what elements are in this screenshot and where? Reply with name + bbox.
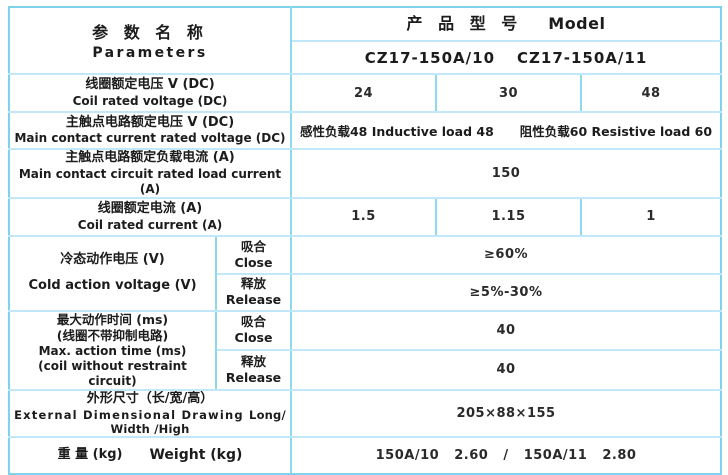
close-label-en: Close: [234, 254, 273, 270]
load-current-label-en: Main contact circuit rated load current …: [18, 166, 282, 196]
coil-voltage-value-1: 24: [290, 73, 437, 113]
coil-voltage-label-zh: 线圈额定电压 V (DC): [85, 77, 215, 93]
release-label-zh: 释放: [240, 353, 266, 369]
header-row-titles: 参 数 名 称 Parameters 产 品 型 号 Model: [8, 6, 723, 75]
weight-label-en: Weight (kg): [149, 447, 243, 464]
spec-sheet: 参 数 名 称 Parameters 产 品 型 号 Model CZ17-150…: [8, 6, 723, 475]
row-load-current: 主触点电路额定负载电流 (A) Main contact circuit rat…: [8, 148, 723, 199]
load-current-label-cell: 主触点电路额定负载电流 (A) Main contact circuit rat…: [8, 148, 292, 199]
release-label-en: Release: [225, 369, 282, 385]
cold-action-release-cell: 释放 Release: [215, 272, 292, 312]
resistive-load-value: 阻性负载60 Resistive load 60: [519, 124, 713, 139]
max-time-label-zh1: 最大动作时间 (ms): [56, 311, 169, 327]
max-time-label-zh2: (线圈不带抑制电路): [56, 328, 169, 344]
cold-action-close-value: ≥60%: [289, 234, 723, 275]
max-time-label-en2: (coil without restraint circuit): [38, 359, 187, 389]
cold-action-label-zh: 冷态动作电压 (V): [60, 252, 165, 268]
coil-voltage-value-2: 30: [435, 73, 582, 113]
row-coil-voltage: 线圈额定电压 V (DC) Coil rated voltage (DC) 24…: [8, 73, 723, 113]
max-time-release-value: 40: [289, 348, 723, 392]
parameters-title-zh: 参 数 名 称: [92, 22, 208, 42]
max-time-label-en1: Max. action time (ms): [38, 344, 187, 359]
row-dimensions: 外形尺寸（长/宽/高） External Dimensional Drawing…: [8, 389, 723, 439]
coil-current-value-1: 1.5: [290, 196, 437, 237]
dimensions-label-en-main: External Dimensional Drawing: [14, 408, 244, 423]
coil-voltage-value-3: 48: [579, 73, 723, 113]
contact-voltage-label-zh: 主触点电路额定电压 V (DC): [65, 114, 235, 130]
close-label-zh: 吸合: [240, 313, 266, 329]
model-header-cell: 产 品 型 号 Model: [289, 6, 723, 42]
contact-voltage-label-en: Main contact current rated voltage (DC): [14, 131, 286, 146]
load-current-label-zh: 主触点电路额定负载电流 (A): [65, 150, 235, 165]
row-max-time-close: 最大动作时间 (ms) (线圈不带抑制电路) Max. action time …: [8, 309, 723, 392]
coil-current-value-2: 1.15: [435, 196, 582, 237]
inductive-load-value: 感性负载48 Inductive load 48: [299, 124, 494, 139]
model-numbers-cell: CZ17-150A/10 CZ17-150A/11: [289, 40, 723, 75]
coil-current-label-cell: 线圈额定电流 (A) Coil rated current (A): [8, 196, 292, 237]
parameters-header-cell: 参 数 名 称 Parameters: [8, 6, 292, 75]
max-time-close-cell: 吸合 Close: [215, 309, 292, 351]
max-time-label-cell: 最大动作时间 (ms) (线圈不带抑制电路) Max. action time …: [8, 309, 217, 392]
coil-current-value-3: 1: [579, 196, 723, 237]
dimensions-label-cell: 外形尺寸（长/宽/高） External Dimensional Drawing…: [8, 389, 292, 439]
header-row-models: CZ17-150A/10 CZ17-150A/11: [9, 40, 723, 75]
row-coil-current: 线圈额定电流 (A) Coil rated current (A) 1.5 1.…: [8, 196, 723, 237]
model-title-zh: 产 品 型 号: [406, 14, 523, 33]
release-label-en: Release: [225, 292, 282, 308]
row-cold-action-release: 释放 Release ≥5%-30%: [9, 272, 723, 312]
max-time-release-cell: 释放 Release: [215, 348, 292, 392]
release-label-zh: 释放: [240, 276, 266, 292]
dimensions-value: 205×88×155: [289, 389, 723, 439]
max-time-close-value: 40: [289, 309, 723, 351]
contact-voltage-label-cell: 主触点电路额定电压 V (DC) Main contact current ra…: [8, 111, 292, 150]
coil-voltage-label-cell: 线圈额定电压 V (DC) Coil rated voltage (DC): [8, 73, 292, 113]
dimensions-label-en-sub: Long/ Width /High: [110, 408, 286, 437]
coil-current-label-en: Coil rated current (A): [77, 217, 223, 232]
coil-voltage-label-en: Coil rated voltage (DC): [72, 93, 228, 108]
close-label-en: Close: [234, 330, 273, 346]
model-number-2: CZ17-150A/11: [517, 48, 648, 67]
model-title-en: Model: [548, 14, 606, 33]
cold-action-release-value: ≥5%-30%: [289, 272, 723, 312]
weight-value: 150A/10 2.60 / 150A/11 2.80: [289, 436, 723, 475]
weight-label-zh: 重 量 (kg): [57, 447, 123, 463]
cold-action-label-en: Cold action voltage (V): [28, 278, 197, 294]
cold-action-label-cell: 冷态动作电压 (V) Cold action voltage (V): [8, 234, 217, 312]
weight-label-cell: 重 量 (kg) Weight (kg): [8, 436, 292, 475]
contact-voltage-value-cell: 感性负载48 Inductive load 48 阻性负载60 Resistiv…: [289, 111, 723, 150]
row-contact-voltage: 主触点电路额定电压 V (DC) Main contact current ra…: [8, 111, 723, 150]
coil-current-label-zh: 线圈额定电流 (A): [97, 200, 203, 216]
load-current-value: 150: [289, 148, 723, 199]
cold-action-close-cell: 吸合 Close: [215, 234, 292, 275]
row-max-time-release: 释放 Release 40: [9, 348, 723, 392]
row-cold-action-close: 冷态动作电压 (V) Cold action voltage (V) 吸合 Cl…: [8, 234, 723, 312]
parameters-title-en: Parameters: [92, 44, 208, 61]
spec-table: 参 数 名 称 Parameters 产 品 型 号 Model CZ17-150…: [8, 6, 723, 475]
close-label-zh: 吸合: [240, 238, 266, 254]
dimensions-label-zh: 外形尺寸（长/宽/高）: [86, 391, 214, 407]
row-weight: 重 量 (kg) Weight (kg) 150A/10 2.60 / 150A…: [8, 436, 723, 475]
model-number-1: CZ17-150A/10: [364, 48, 496, 67]
